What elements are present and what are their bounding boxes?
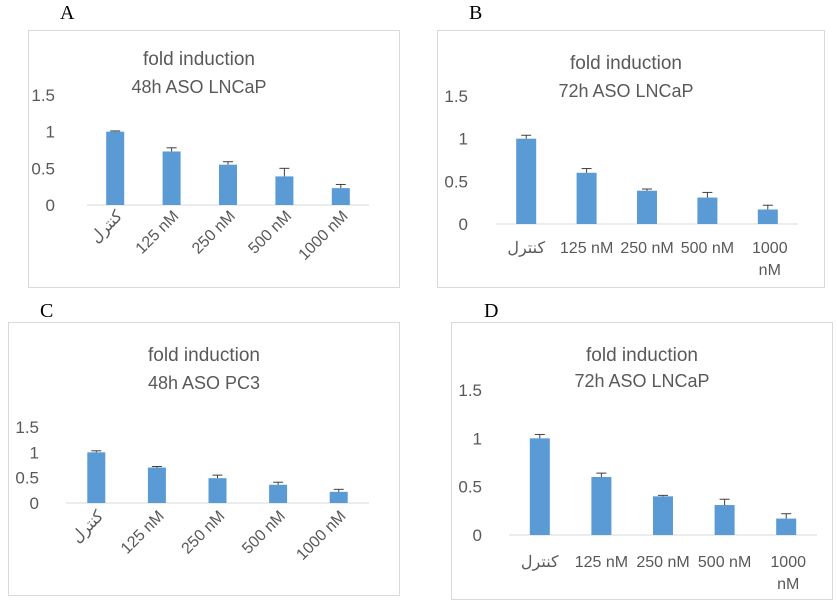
x-category-label: 125 nM xyxy=(575,554,628,571)
bar xyxy=(275,176,294,205)
panel-letter-a: A xyxy=(60,2,75,24)
x-category-label: کنترل xyxy=(521,554,559,571)
y-tick-label: 1.5 xyxy=(15,418,39,437)
x-category-label: کنترل xyxy=(68,508,107,547)
y-tick-label: 1.5 xyxy=(444,87,468,106)
chart-subtitle: 48h ASO PC3 xyxy=(148,373,260,393)
x-category-label: 1000 xyxy=(770,554,806,571)
bar xyxy=(162,151,181,205)
x-category-label: 1000 xyxy=(752,240,788,257)
bar xyxy=(269,484,288,503)
bar xyxy=(87,452,106,503)
chart-title: fold induction xyxy=(570,53,682,74)
x-category-label: nM xyxy=(777,576,799,593)
y-tick-label: 1 xyxy=(459,130,468,149)
panel-letter-b: B xyxy=(469,2,483,24)
y-tick-label: 0 xyxy=(459,215,468,234)
x-category-label: 1000 nM xyxy=(293,508,349,564)
x-category-label: 250 nM xyxy=(636,554,689,571)
x-category-label: 500 nM xyxy=(239,508,289,558)
bar xyxy=(219,164,237,205)
bar xyxy=(529,438,550,535)
chart-b-svg: fold induction 72h ASO LNCaP 0 0.5 1 1.5 کنترل… xyxy=(444,53,798,279)
x-category-label: 125 nM xyxy=(118,508,168,558)
bar xyxy=(591,477,612,535)
y-tick-label: 0 xyxy=(473,526,482,545)
x-category-label: 500 nM xyxy=(698,554,751,571)
x-category-label: 500 nM xyxy=(245,208,295,258)
bar xyxy=(697,197,718,224)
chart-a: fold induction 48h ASO LNCaP 0 0.5 1 1.5 کنترل… xyxy=(28,30,400,288)
bar xyxy=(106,131,125,205)
x-category-label: 250 nM xyxy=(179,508,229,558)
chart-a-svg: fold induction 48h ASO LNCaP 0 0.5 1 1.5 کنترل… xyxy=(31,49,369,264)
y-tick-label: 1 xyxy=(473,429,482,448)
chart-c-svg: fold induction 48h ASO PC3 0 0.5 1 1.5 کنترل 12… xyxy=(15,345,369,564)
x-category-label: 250 nM xyxy=(620,240,673,257)
x-category-label: 500 nM xyxy=(681,240,734,257)
y-tick-label: 0.5 xyxy=(444,172,468,191)
chart-title: fold induction xyxy=(586,345,698,366)
bar xyxy=(637,190,657,224)
panel-letter-d: D xyxy=(484,300,499,322)
y-tick-label: 0 xyxy=(46,196,55,215)
x-category-label: کنترل xyxy=(87,208,126,247)
chart-d-svg: fold induction 72h ASO LNCaP 0 0.5 1 1.5 کنترل… xyxy=(458,345,817,593)
bar xyxy=(516,138,537,224)
panel-letter-c: C xyxy=(40,300,54,322)
bar xyxy=(776,518,797,535)
y-tick-label: 1.5 xyxy=(31,86,55,105)
chart-subtitle: 72h ASO LNCaP xyxy=(558,81,693,101)
x-category-label: nM xyxy=(759,262,781,279)
bar xyxy=(331,188,350,205)
x-category-label: 125 nM xyxy=(560,240,613,257)
chart-title: fold induction xyxy=(143,49,255,70)
chart-c: fold induction 48h ASO PC3 0 0.5 1 1.5 کنترل 12… xyxy=(8,322,400,596)
x-category-label: 1000 nM xyxy=(296,208,352,264)
y-tick-label: 0 xyxy=(30,494,39,513)
bar xyxy=(147,467,166,503)
bar xyxy=(329,491,348,503)
chart-subtitle: 72h ASO LNCaP xyxy=(574,371,709,391)
y-tick-label: 1 xyxy=(46,123,55,142)
chart-b: fold induction 72h ASO LNCaP 0 0.5 1 1.5 کنترل… xyxy=(437,30,825,288)
x-category-label: 125 nM xyxy=(133,208,183,258)
bar xyxy=(757,209,778,224)
x-category-label: 250 nM xyxy=(189,208,239,258)
y-tick-label: 0.5 xyxy=(31,159,55,178)
chart-d: fold induction 72h ASO LNCaP 0 0.5 1 1.5 کنترل… xyxy=(451,322,833,600)
bar xyxy=(576,172,597,224)
x-category-label: کنترل xyxy=(507,240,545,257)
chart-subtitle: 48h ASO LNCaP xyxy=(131,77,266,97)
bar xyxy=(208,478,227,503)
bar xyxy=(714,505,735,535)
y-tick-label: 1.5 xyxy=(458,381,482,400)
bar xyxy=(653,496,673,535)
y-tick-label: 0.5 xyxy=(458,478,482,497)
chart-title: fold induction xyxy=(148,345,260,366)
y-tick-label: 1 xyxy=(30,443,39,462)
y-tick-label: 0.5 xyxy=(15,469,39,488)
